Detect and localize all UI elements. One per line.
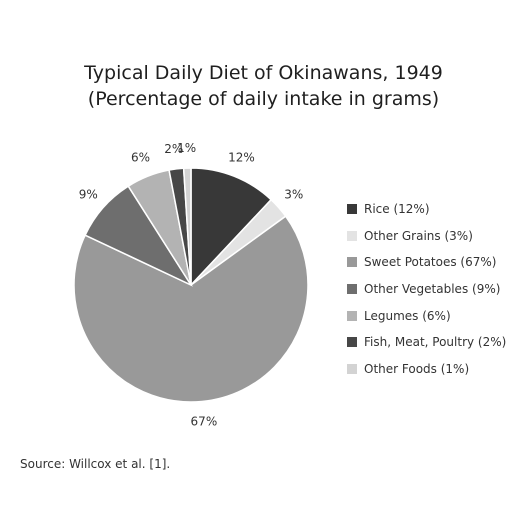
legend-label: Other Grains (3%) — [364, 228, 473, 243]
chart-title: Typical Daily Diet of Okinawans, 1949 (P… — [0, 60, 527, 112]
legend-swatch — [347, 230, 357, 241]
slice-data-label-4: 6% — [131, 151, 150, 165]
legend-label: Legumes (6%) — [364, 308, 451, 323]
slice-data-label-0: 12% — [228, 151, 255, 165]
legend-item-2: Sweet Potatoes (67%) — [347, 249, 506, 276]
legend-item-4: Legumes (6%) — [347, 302, 506, 329]
legend-label: Fish, Meat, Poultry (2%) — [364, 335, 507, 350]
slice-data-label-5: 2% — [164, 142, 183, 156]
legend-item-6: Other Foods (1%) — [347, 356, 506, 383]
slice-data-label-1: 3% — [284, 187, 303, 201]
legend-label: Rice (12%) — [364, 202, 430, 217]
slice-data-label-2: 67% — [191, 414, 218, 428]
legend-swatch — [347, 363, 357, 374]
chart-legend: Rice (12%) Other Grains (3%) Sweet Potatoe… — [347, 196, 506, 382]
pie-slice-6 — [182, 167, 192, 286]
legend-item-3: Other Vegetables (9%) — [347, 276, 506, 303]
legend-swatch — [347, 257, 357, 268]
legend-item-0: Rice (12%) — [347, 196, 506, 223]
legend-label: Other Foods (1%) — [364, 361, 470, 376]
slice-data-label-3: 9% — [79, 187, 98, 201]
legend-item-1: Other Grains (3%) — [347, 223, 506, 250]
pie-slice-0 — [190, 167, 273, 287]
source-note: Source: Willcox et al. [1]. — [20, 457, 171, 471]
chart-title-line: Typical Daily Diet of Okinawans, 1949 — [84, 62, 443, 84]
chart-subtitle-line: (Percentage of daily intake in grams) — [87, 88, 440, 110]
legend-label: Other Vegetables (9%) — [364, 282, 501, 297]
legend-item-5: Fish, Meat, Poultry (2%) — [347, 329, 506, 356]
pie-slice-2 — [73, 215, 309, 403]
legend-swatch — [347, 204, 357, 215]
legend-swatch — [347, 310, 357, 321]
legend-swatch — [347, 284, 357, 295]
slice-data-label-6: 1% — [177, 141, 196, 155]
legend-label: Sweet Potatoes (67%) — [364, 255, 497, 270]
legend-swatch — [347, 337, 357, 348]
